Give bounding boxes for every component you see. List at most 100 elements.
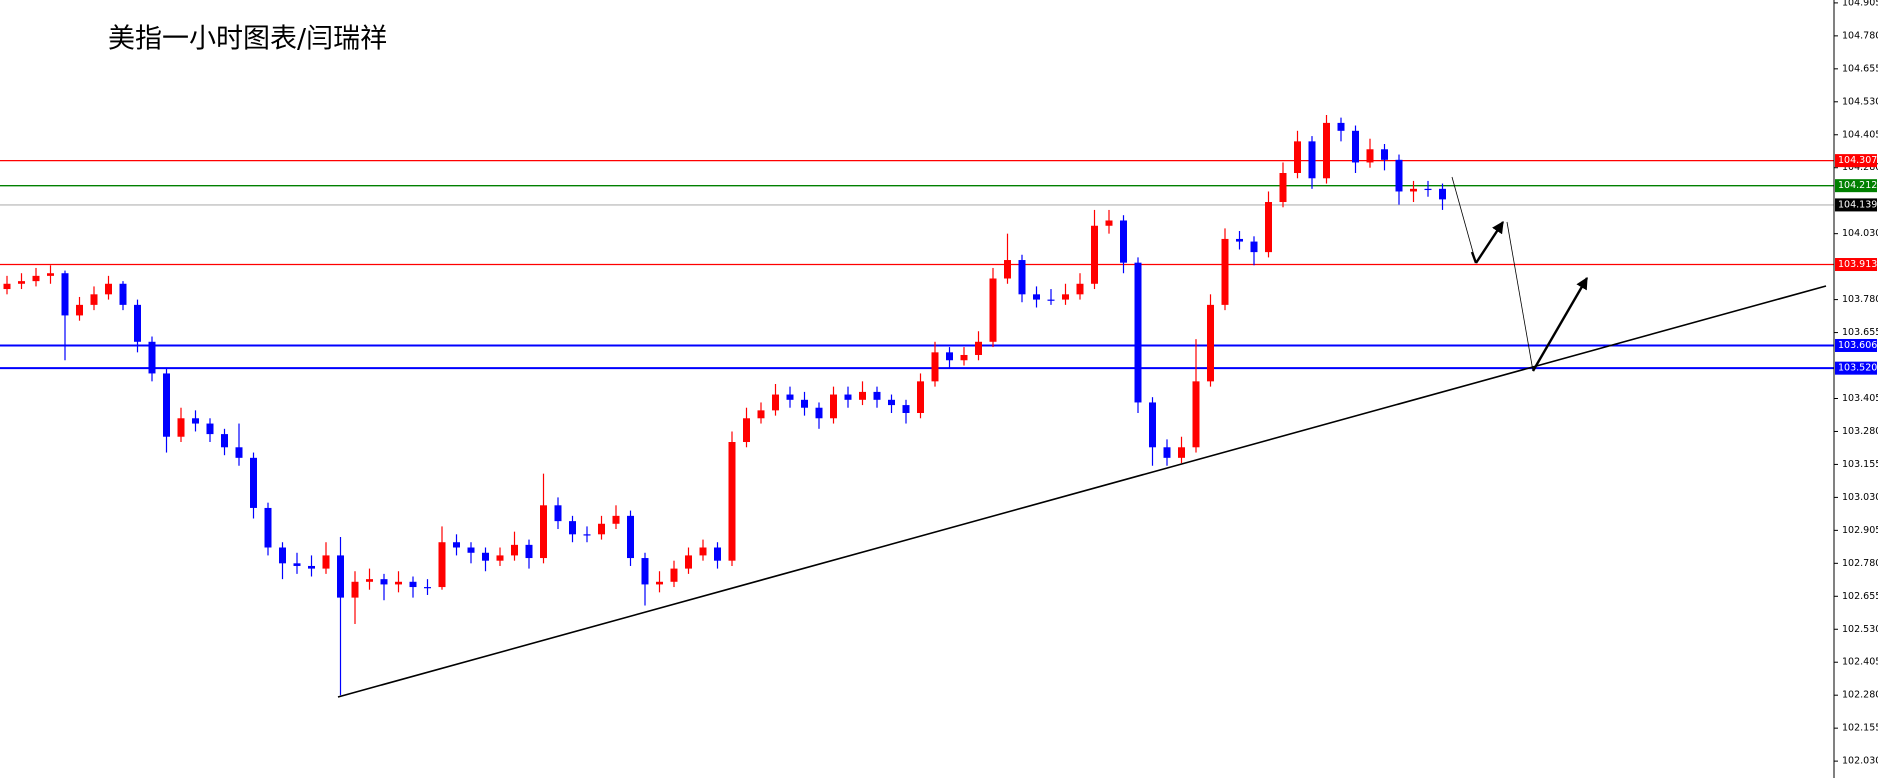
candle-body — [482, 552, 489, 561]
candle-body — [221, 434, 228, 448]
y-tick-label: 102.530 — [1842, 624, 1878, 635]
y-tick-label: 104.780 — [1842, 30, 1878, 41]
y-tick-label: 104.905 — [1842, 0, 1878, 8]
candle-body — [61, 273, 69, 316]
candle-body — [743, 418, 750, 443]
price-level-box — [1835, 179, 1877, 193]
candle-body — [206, 423, 214, 435]
candle-body — [1279, 173, 1287, 203]
candle-body — [641, 558, 649, 585]
price-level-label: 103.913 — [1838, 259, 1877, 270]
candle-body — [685, 555, 692, 569]
candle-body — [424, 587, 431, 589]
projection-line — [1451, 176, 1477, 264]
candle-body — [18, 281, 25, 284]
candle-body — [3, 283, 11, 290]
candle-body — [163, 373, 170, 437]
candle-body — [134, 304, 141, 342]
candle-body — [279, 547, 286, 564]
candle-body — [1337, 122, 1345, 131]
chart-title: 美指一小时图表/闫瑞祥 — [108, 24, 387, 55]
candle-body — [598, 523, 605, 535]
candle-body — [90, 294, 98, 305]
candle-body — [540, 505, 547, 559]
candle-body — [47, 273, 54, 276]
y-tick-label: 103.780 — [1842, 294, 1878, 305]
y-tick-label: 102.030 — [1842, 756, 1878, 767]
y-tick-label: 102.405 — [1842, 657, 1878, 668]
candle-body — [1250, 241, 1258, 253]
price-level-box — [1835, 361, 1877, 375]
projection-line — [1506, 221, 1534, 372]
candle-body — [1308, 141, 1316, 179]
price-level-box — [1835, 338, 1877, 352]
y-tick-label: 102.780 — [1842, 558, 1878, 569]
candle-body — [1221, 238, 1229, 305]
candle-body — [975, 341, 982, 355]
candle-body — [699, 547, 707, 556]
y-tick-label: 103.155 — [1842, 459, 1878, 470]
candle-body — [1134, 262, 1142, 403]
candle-body — [337, 555, 344, 598]
y-tick-label: 102.655 — [1842, 591, 1878, 602]
candle-body — [1410, 188, 1417, 192]
candle-body — [351, 581, 359, 598]
candle-body — [192, 418, 199, 424]
candle-body — [1381, 149, 1388, 160]
price-level-label: 103.520 — [1838, 363, 1877, 374]
candle-body — [815, 407, 823, 419]
candle-body — [119, 283, 127, 305]
y-tick-label: 103.405 — [1842, 393, 1878, 404]
price-level-label: 103.606 — [1838, 340, 1877, 351]
candle-body — [105, 283, 112, 295]
candle-body — [395, 581, 402, 585]
candle-body — [714, 547, 721, 561]
price-level-label: 104.212 — [1838, 180, 1877, 191]
candle-body — [612, 515, 620, 524]
candle-body — [1192, 381, 1200, 448]
candle-body — [1178, 447, 1185, 458]
candle-body — [1018, 260, 1026, 295]
candle-body — [1105, 220, 1113, 226]
candle-body — [627, 515, 634, 559]
candle-body — [1207, 304, 1214, 382]
candle-body — [1033, 294, 1040, 300]
candle-body — [32, 275, 40, 282]
axis: 104.905 104.780 104.655 104.530 104.405 104.2… — [1834, 0, 1878, 767]
candle-body — [888, 399, 895, 406]
projection-arrow — [1531, 276, 1589, 372]
y-tick-label: 104.405 — [1842, 129, 1878, 140]
trend-line — [337, 285, 1827, 698]
price-level-box — [1835, 198, 1877, 212]
candle-body — [1366, 149, 1374, 163]
candle-body — [366, 579, 373, 582]
price-level-box — [1835, 258, 1877, 272]
candle-body — [554, 505, 562, 522]
candle-body — [989, 278, 997, 342]
y-tick-label: 102.280 — [1842, 690, 1878, 701]
candle-body — [931, 352, 939, 382]
candle-body — [786, 394, 794, 400]
candle-body — [525, 544, 533, 559]
candle-body — [1004, 260, 1011, 279]
candle-body — [844, 394, 852, 400]
price-level-label: 104.139 — [1838, 199, 1877, 210]
candle-body — [1294, 141, 1301, 174]
projection-arrow — [1474, 220, 1505, 264]
candle-body — [902, 405, 910, 413]
price-level-box — [1835, 154, 1877, 168]
candle-body — [250, 457, 257, 508]
y-tick-label: 104.030 — [1842, 228, 1878, 239]
candle-body — [1236, 238, 1243, 242]
price-level-label: 104.307 — [1838, 155, 1877, 166]
candle-body — [1323, 122, 1330, 179]
candle-body — [308, 565, 315, 569]
y-tick-label: 103.655 — [1842, 327, 1878, 338]
candle-body — [148, 341, 156, 374]
candle-body — [1163, 447, 1171, 458]
candle-body — [235, 447, 243, 458]
candle-body — [177, 418, 185, 437]
y-tick-label: 104.655 — [1842, 63, 1878, 74]
candle-body — [1062, 294, 1069, 300]
